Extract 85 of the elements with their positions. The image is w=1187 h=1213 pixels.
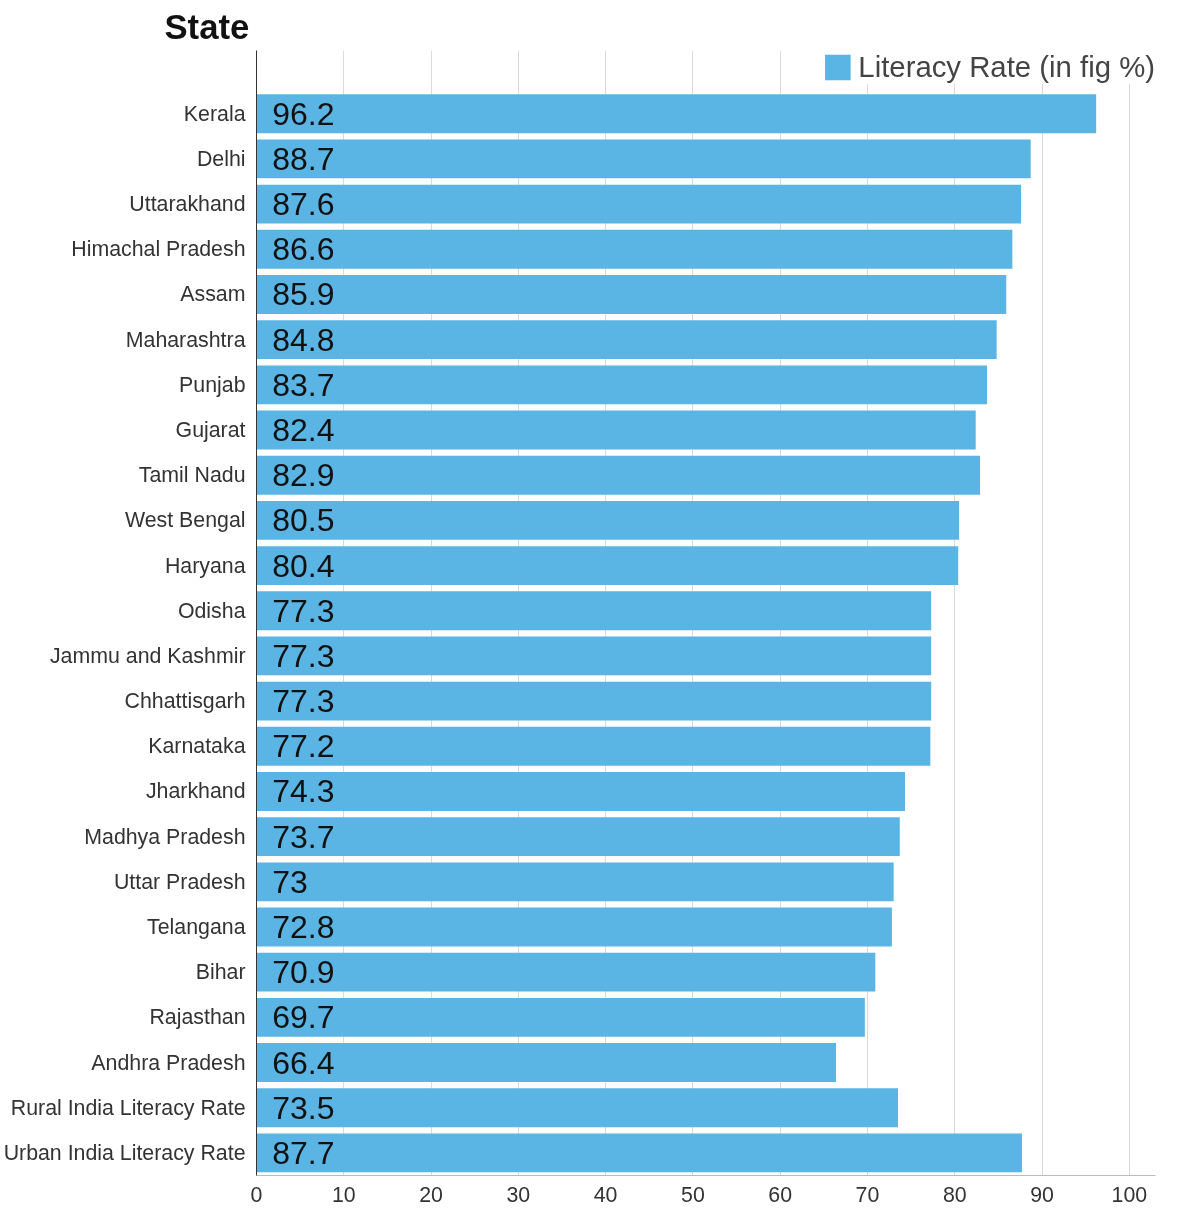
data-label: 77.2: [272, 728, 335, 765]
y-tick-label: Chhattisgarh: [124, 689, 246, 714]
bar: [256, 275, 1007, 314]
data-label: 87.7: [272, 1134, 335, 1171]
data-label: 69.7: [272, 999, 335, 1036]
x-tick-label: 90: [1030, 1182, 1055, 1207]
x-tick-label: 0: [250, 1182, 263, 1207]
bar: [256, 455, 981, 495]
y-tick-label: Kerala: [183, 101, 246, 126]
data-label: 66.4: [272, 1044, 335, 1081]
data-label: 82.4: [272, 412, 335, 449]
bar: [256, 1133, 1022, 1173]
y-tick-label: Delhi: [196, 146, 246, 171]
y-tick-label: Punjab: [179, 372, 246, 397]
legend-label: Literacy Rate (in fig %): [858, 50, 1155, 84]
bar: [256, 500, 960, 540]
y-tick-label: Madhya Pradesh: [84, 824, 246, 849]
bar: [256, 139, 1031, 179]
bar: [256, 1043, 837, 1082]
x-tick-label: 10: [331, 1182, 356, 1207]
y-tick-label: Assam: [180, 282, 246, 307]
data-label: 87.6: [272, 186, 335, 223]
y-tick-label: Odisha: [177, 598, 246, 623]
data-label: 77.3: [272, 637, 335, 674]
y-tick-label: Jharkhand: [145, 779, 246, 804]
bar: [256, 229, 1013, 269]
x-tick-label: 70: [855, 1182, 880, 1207]
y-tick-label: Tamil Nadu: [138, 463, 246, 488]
bar: [256, 636, 932, 676]
bar: [256, 94, 1097, 134]
y-tick-label: Gujarat: [175, 418, 246, 443]
bar: [256, 410, 976, 450]
bar: [256, 726, 931, 766]
data-label: 88.7: [272, 140, 335, 177]
bar: [256, 1088, 899, 1128]
x-tick-label: 40: [593, 1182, 618, 1207]
y-tick-label: West Bengal: [124, 508, 246, 533]
y-tick-label: Uttar Pradesh: [113, 869, 246, 894]
bar: [256, 546, 959, 585]
data-label: 84.8: [272, 321, 335, 358]
x-tick-label: 60: [768, 1182, 793, 1207]
data-label: 85.9: [272, 276, 335, 313]
data-label: 74.3: [272, 773, 335, 810]
x-tick-label: 30: [506, 1182, 531, 1207]
data-label: 77.3: [272, 683, 335, 720]
bar: [256, 997, 865, 1037]
data-label: 73.7: [272, 818, 335, 855]
bar: [256, 681, 932, 721]
y-tick-label: Jammu and Kashmir: [49, 643, 246, 668]
y-axis-title: State: [164, 7, 250, 46]
y-tick-label: Maharashtra: [125, 327, 246, 352]
x-tick-label: 80: [942, 1182, 967, 1207]
y-tick-label: Rajasthan: [149, 1005, 246, 1030]
bar: [256, 591, 932, 631]
data-label: 96.2: [272, 95, 335, 132]
bar: [256, 365, 988, 405]
data-label: 77.3: [272, 592, 335, 629]
x-tick-label: 50: [681, 1182, 705, 1207]
y-tick-label: Urban India Literacy Rate: [3, 1140, 246, 1165]
bar: [256, 862, 894, 902]
data-label: 82.9: [272, 457, 335, 494]
y-tick-label: Uttarakhand: [129, 192, 246, 217]
data-label: 86.6: [272, 231, 335, 268]
bar: [256, 320, 997, 360]
data-label: 70.9: [272, 954, 335, 991]
bar: [256, 184, 1022, 224]
data-label: 73: [272, 863, 308, 900]
data-label: 73.5: [272, 1089, 335, 1126]
bar: [256, 772, 905, 811]
y-tick-label: Himachal Pradesh: [71, 237, 246, 262]
y-tick-label: Bihar: [195, 960, 246, 985]
data-label: 80.5: [272, 502, 335, 539]
y-tick-label: Andhra Pradesh: [91, 1050, 246, 1075]
x-tick-label: 20: [419, 1182, 444, 1207]
y-tick-label: Karnataka: [148, 734, 246, 759]
y-tick-label: Rural India Literacy Rate: [10, 1095, 246, 1120]
y-tick-label: Haryana: [164, 553, 246, 578]
data-label: 83.7: [272, 366, 335, 403]
y-tick-label: Telangana: [147, 915, 246, 940]
bar: [256, 817, 900, 857]
data-label: 80.4: [272, 547, 335, 584]
bar: [256, 907, 892, 947]
x-tick-label: 100: [1111, 1182, 1148, 1207]
bar: [256, 952, 876, 992]
data-label: 72.8: [272, 909, 335, 946]
